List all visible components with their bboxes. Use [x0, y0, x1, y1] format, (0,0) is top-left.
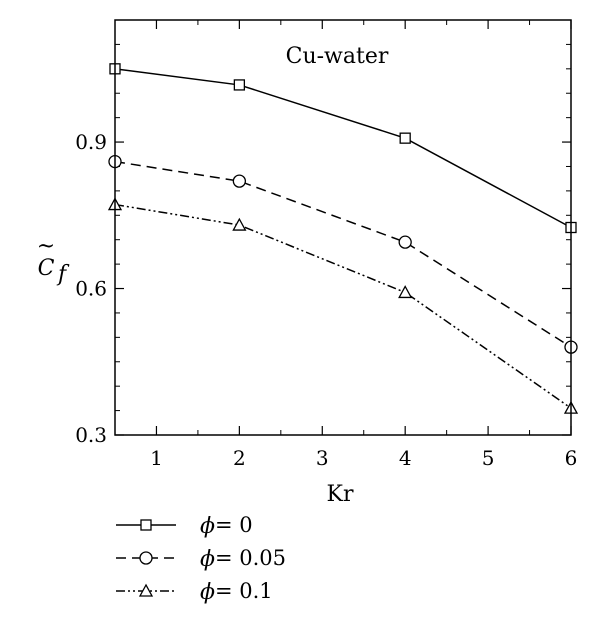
series-2-point [232, 217, 247, 231]
y-tick-label: 0.9 [75, 130, 107, 154]
series-line-1 [114, 160, 572, 348]
legend-label-2: = 0.1 [215, 579, 273, 603]
series-1-point [232, 174, 247, 188]
series-2-point [398, 285, 413, 299]
major-ticks [115, 20, 572, 436]
y-tick-label: 0.6 [75, 277, 107, 301]
legend-symbol-2: ϕ [200, 580, 215, 605]
x-axis-title: Kr [327, 482, 354, 507]
legend: ϕ = 0ϕ = 0.05ϕ = 0.1 [116, 513, 286, 605]
legend-symbol-1: ϕ [200, 547, 215, 572]
x-tick-label: 6 [565, 446, 578, 470]
legend-marker-0 [140, 519, 152, 531]
series-line-2 [114, 203, 572, 409]
x-tick-labels: 1 2 3 4 5 6 [150, 446, 577, 470]
legend-marker-1 [139, 551, 153, 565]
y-axis-title-main: C [38, 256, 55, 281]
x-tick-label: 3 [316, 446, 329, 470]
legend-label-0: = 0 [215, 513, 253, 537]
y-axis-title: ~ C f [37, 234, 70, 287]
series-0-point [399, 132, 411, 144]
minor-ticks [115, 19, 571, 435]
y-axis-title-accent: ~ [37, 234, 55, 259]
legend-symbol-0: ϕ [200, 514, 215, 539]
x-tick-label: 1 [150, 446, 163, 470]
series-line-0 [114, 68, 572, 229]
series-layer [107, 63, 579, 414]
plot-frame [114, 19, 572, 436]
x-tick-label: 4 [399, 446, 412, 470]
y-tick-labels: 0.3 0.6 0.9 [75, 130, 107, 447]
legend-label-1: = 0.05 [215, 546, 286, 570]
chart-annotation: Cu-water [286, 44, 389, 69]
y-axis-title-subscript: f [56, 262, 70, 287]
legend-marker-2 [138, 583, 154, 597]
y-tick-label: 0.3 [75, 423, 107, 447]
x-tick-label: 2 [233, 446, 246, 470]
series-0-point [233, 79, 246, 91]
x-tick-label: 5 [482, 446, 495, 470]
series-1-point [398, 235, 412, 249]
